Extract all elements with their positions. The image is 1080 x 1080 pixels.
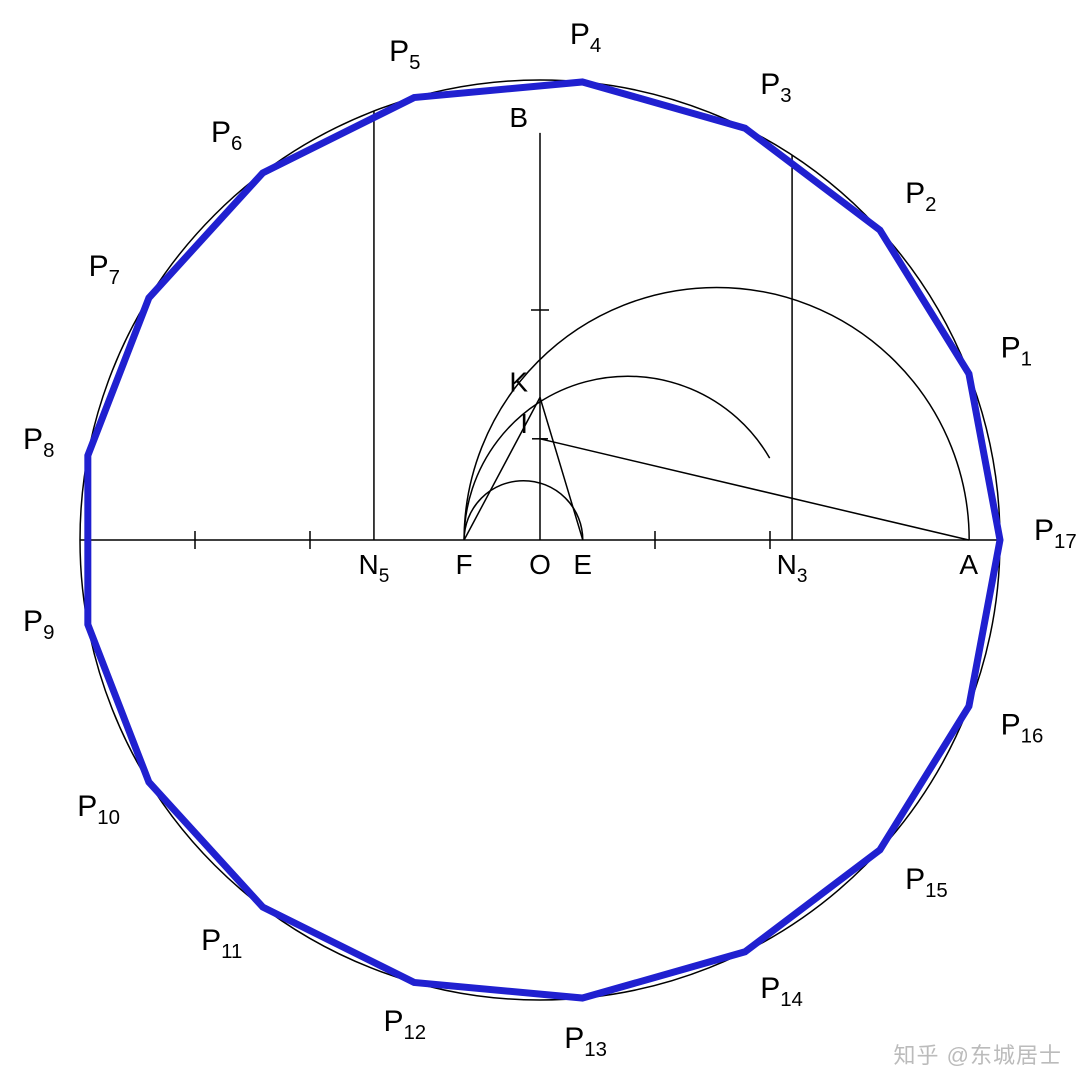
axis-label-E: E — [573, 549, 592, 580]
vertex-label-P12: P12 — [383, 1005, 426, 1044]
vertex-label-P14: P14 — [760, 972, 803, 1011]
vertex-label-P3: P3 — [760, 68, 791, 107]
semicircle-EF — [464, 481, 583, 540]
axis-label-N3: N3 — [777, 549, 808, 587]
vertex-label-P10: P10 — [77, 790, 120, 829]
arc-through-K-small — [464, 376, 770, 540]
vertex-label-P4: P4 — [570, 18, 601, 57]
axis-label-O: O — [529, 549, 551, 580]
axis-label-F: F — [456, 549, 473, 580]
heptadecagon-diagram: P17 P1 P2 P3 P4 P5 P6 P7 P8 P9 P10 P11 P12 P13 P14 P15 P… — [0, 0, 1080, 1080]
K-to-E — [540, 397, 583, 540]
vertex-label-P1: P1 — [1001, 332, 1032, 371]
y-label-B: B — [509, 102, 528, 133]
y-label-I: I — [520, 408, 528, 439]
y-label-K: K — [509, 366, 528, 397]
vertex-label-P8: P8 — [23, 423, 54, 462]
vertex-label-P15: P15 — [905, 863, 948, 902]
vertex-label-P9: P9 — [23, 605, 54, 644]
axis-label-N5: N5 — [359, 549, 390, 587]
vertex-label-P11: P11 — [201, 924, 242, 963]
vertex-label-P6: P6 — [211, 116, 242, 155]
axis-label-A: A — [959, 549, 978, 580]
vertex-label-P17: P17 — [1034, 514, 1077, 553]
vertex-label-P16: P16 — [1001, 708, 1044, 747]
vertex-label-P7: P7 — [89, 250, 120, 289]
K-to-F — [464, 397, 540, 540]
I-to-A — [540, 439, 969, 540]
vertex-label-P5: P5 — [389, 35, 420, 74]
vertex-label-P2: P2 — [905, 177, 936, 216]
vertex-label-P13: P13 — [564, 1022, 607, 1061]
